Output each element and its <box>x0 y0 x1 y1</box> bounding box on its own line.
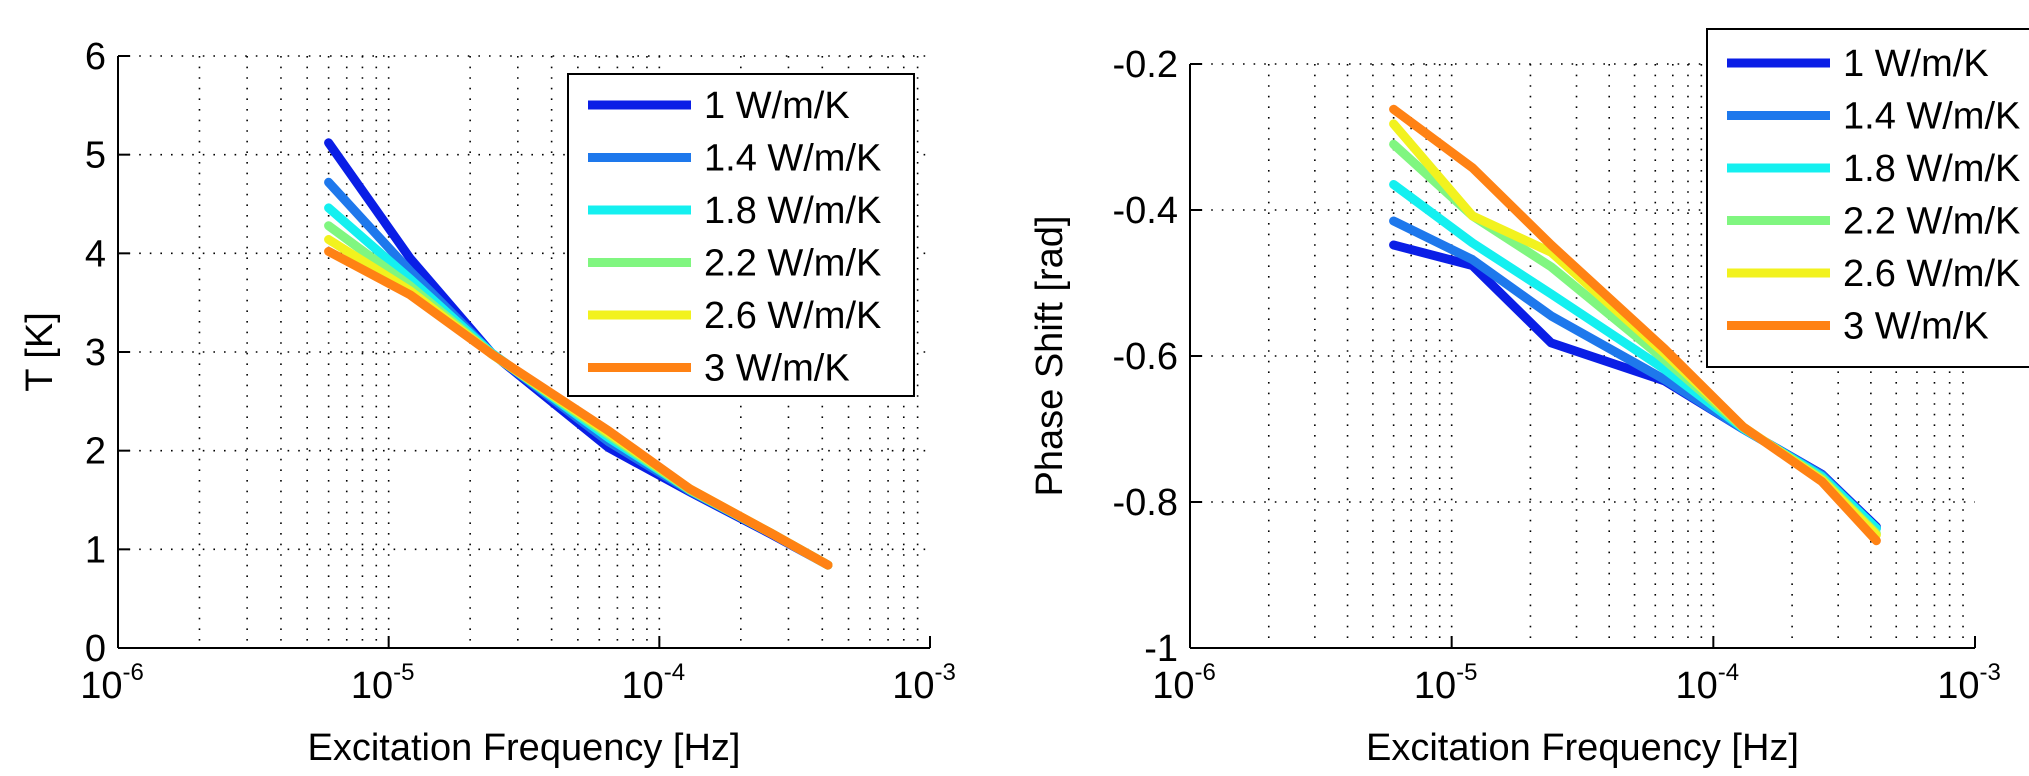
x-tick-base: 10 <box>1676 665 1718 707</box>
x-tick-label: 10-5 <box>1414 659 1478 707</box>
legend-label-2: 1.4 W/m/K <box>704 138 881 180</box>
y-tick-label: -0.4 <box>1113 190 1178 232</box>
y-tick-label: 1 <box>85 529 106 571</box>
x-tick-base: 10 <box>1414 665 1456 707</box>
x-tick-exponent: -4 <box>664 659 685 686</box>
y-tick-label: 5 <box>85 135 106 177</box>
legend-label-2: 1.4 W/m/K <box>1843 96 2020 138</box>
series-group <box>324 138 833 570</box>
y-axis-label: T [K] <box>19 312 61 392</box>
legend-box <box>1706 28 2029 368</box>
legend-label-4: 2.2 W/m/K <box>1843 201 2020 243</box>
legend-label-5: 2.6 W/m/K <box>1843 253 2020 295</box>
legend-label-1: 1 W/m/K <box>1843 43 1989 85</box>
x-tick-base: 10 <box>892 665 934 707</box>
x-tick-exponent: -5 <box>393 659 414 686</box>
x-axis-label: Excitation Frequency [Hz] <box>1366 727 1799 769</box>
y-tick-label: -0.8 <box>1113 482 1178 524</box>
x-tick-label: 10-5 <box>351 659 415 707</box>
chart-panel-2: 10-6 10-5 10-4 10-3-1-0.8-0.6-0.4-0.2Excita… <box>1029 28 2029 769</box>
y-tick-label: 0 <box>85 628 106 670</box>
x-tick-base: 10 <box>80 665 122 707</box>
x-tick-exponent: -3 <box>1979 659 2000 686</box>
x-tick-label: 10-6 <box>1152 659 1216 707</box>
legend: 1 W/m/K 1.4 W/m/K 1.8 W/m/K 2.2 W/m/K 2.6 W/… <box>567 73 915 397</box>
y-axis-label: Phase Shift [rad] <box>1029 216 1071 497</box>
legend-label-4: 2.2 W/m/K <box>704 243 881 285</box>
series-group <box>1389 104 1881 546</box>
y-tick-label: -0.6 <box>1113 336 1178 378</box>
legend-label-3: 1.8 W/m/K <box>704 190 881 232</box>
legend-label-1: 1 W/m/K <box>704 85 850 127</box>
y-tick-label: -1 <box>1144 628 1178 670</box>
legend-label-6: 3 W/m/K <box>704 348 850 390</box>
x-tick-base: 10 <box>351 665 393 707</box>
x-tick-label: 10-3 <box>1937 659 2001 707</box>
legend-label-6: 3 W/m/K <box>1843 306 1989 348</box>
x-tick-label: 10-6 <box>80 659 144 707</box>
series-line-6 <box>324 246 833 570</box>
x-tick-exponent: -5 <box>1456 659 1477 686</box>
x-tick-exponent: -6 <box>1194 659 1215 686</box>
y-tick-label: 6 <box>85 36 106 78</box>
x-tick-label: 10-3 <box>892 659 956 707</box>
x-tick-exponent: -3 <box>934 659 955 686</box>
x-tick-exponent: -4 <box>1718 659 1739 686</box>
x-tick-label: 10-4 <box>622 659 686 707</box>
x-tick-exponent: -6 <box>122 659 143 686</box>
x-tick-base: 10 <box>1152 665 1194 707</box>
x-axis-label: Excitation Frequency [Hz] <box>308 727 741 769</box>
y-tick-label: 2 <box>85 431 106 473</box>
legend-label-3: 1.8 W/m/K <box>1843 148 2020 190</box>
legend-box <box>567 73 915 397</box>
series-line-6 <box>1389 104 1881 546</box>
legend-label-5: 2.6 W/m/K <box>704 295 881 337</box>
x-tick-base: 10 <box>622 665 664 707</box>
y-tick-label: -0.2 <box>1113 44 1178 86</box>
y-tick-label: 4 <box>85 233 106 275</box>
x-tick-base: 10 <box>1937 665 1979 707</box>
legend: 1 W/m/K 1.4 W/m/K 1.8 W/m/K 2.2 W/m/K 2.6 W/… <box>1706 28 2029 368</box>
y-tick-label: 3 <box>85 332 106 374</box>
x-tick-label: 10-4 <box>1676 659 1740 707</box>
